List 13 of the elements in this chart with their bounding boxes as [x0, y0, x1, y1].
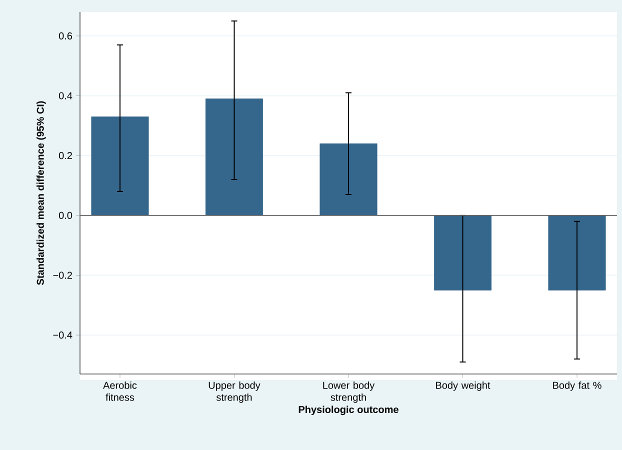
x-tick-label: Upper body strength — [208, 382, 260, 403]
x-tick-label: Body weight — [436, 382, 490, 391]
y-tick-label: −0.4 — [53, 332, 72, 339]
y-axis-title: Standardized mean difference (95% CI) — [36, 101, 46, 285]
y-tick-label: 0.4 — [58, 92, 72, 100]
y-tick-label: 0.6 — [58, 32, 72, 40]
y-tick-label: 0.2 — [58, 152, 72, 160]
y-tick-label: −0.2 — [53, 272, 72, 279]
x-tick-label: Aerobic fitness — [103, 382, 137, 401]
x-tick-label: Body fat % — [553, 382, 602, 391]
x-tick-label: Lower body strength — [323, 382, 375, 403]
y-tick-label: 0.0 — [58, 212, 72, 219]
x-axis-title: Physiologic outcome — [298, 406, 398, 416]
